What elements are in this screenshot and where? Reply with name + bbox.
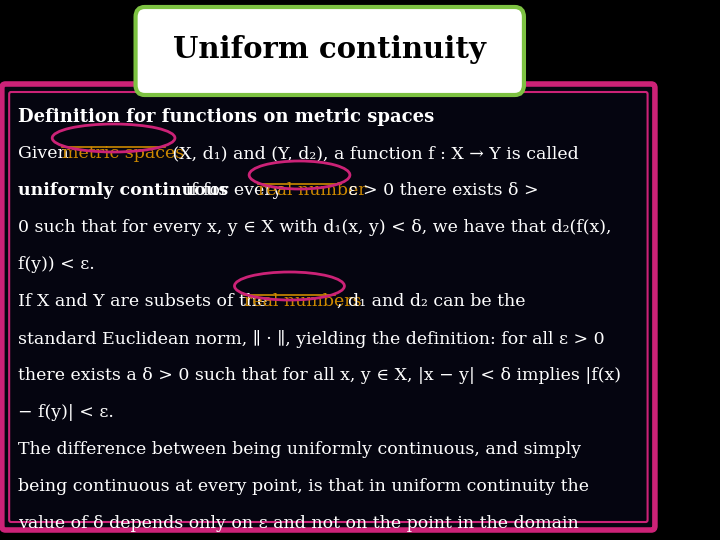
Text: real numbers: real numbers xyxy=(243,293,361,310)
Text: (X, d₁) and (Y, d₂), a function f : X → Y is called: (X, d₁) and (Y, d₂), a function f : X → … xyxy=(167,145,578,162)
Text: Uniform continuity: Uniform continuity xyxy=(174,35,486,64)
Text: Definition for functions on metric spaces: Definition for functions on metric space… xyxy=(18,108,435,126)
Text: if for every: if for every xyxy=(179,182,287,199)
Text: uniformly continuous: uniformly continuous xyxy=(18,182,228,199)
Text: f(y)) < ε.: f(y)) < ε. xyxy=(18,256,95,273)
Text: there exists a δ > 0 such that for all x, y ∈ X, |x − y| < δ implies |f(x): there exists a δ > 0 such that for all x… xyxy=(18,367,621,384)
Text: The difference between being uniformly continuous, and simply: The difference between being uniformly c… xyxy=(18,441,582,458)
Text: metric spaces: metric spaces xyxy=(63,145,184,162)
Text: If X and Y are subsets of the: If X and Y are subsets of the xyxy=(18,293,273,310)
Text: − f(y)| < ε.: − f(y)| < ε. xyxy=(18,404,114,421)
FancyBboxPatch shape xyxy=(135,7,524,95)
Text: Given: Given xyxy=(18,145,75,162)
Text: ε > 0 there exists δ >: ε > 0 there exists δ > xyxy=(343,182,538,199)
Text: , d₁ and d₂ can be the: , d₁ and d₂ can be the xyxy=(337,293,526,310)
Text: real number: real number xyxy=(258,182,367,199)
Text: standard Euclidean norm, ∥ · ∥, yielding the definition: for all ε > 0: standard Euclidean norm, ∥ · ∥, yielding… xyxy=(18,330,605,348)
Text: 0 such that for every x, y ∈ X with d₁(x, y) < δ, we have that d₂(f(x),: 0 such that for every x, y ∈ X with d₁(x… xyxy=(18,219,612,236)
Text: value of δ depends only on ε and not on the point in the domain: value of δ depends only on ε and not on … xyxy=(18,515,579,532)
FancyBboxPatch shape xyxy=(2,84,655,530)
Text: being continuous at every point, is that in uniform continuity the: being continuous at every point, is that… xyxy=(18,478,589,495)
